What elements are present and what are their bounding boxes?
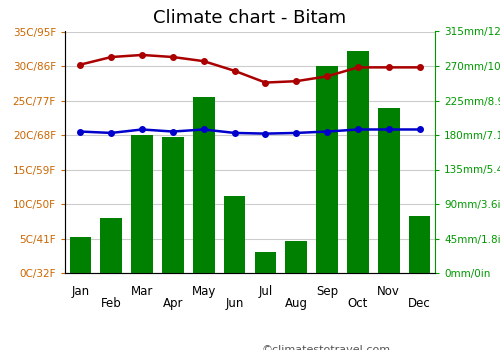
Text: Dec: Dec xyxy=(408,297,431,310)
Bar xyxy=(316,66,338,273)
Text: Aug: Aug xyxy=(285,297,308,310)
Title: Climate chart - Bitam: Climate chart - Bitam xyxy=(154,9,346,27)
Text: Feb: Feb xyxy=(101,297,121,310)
Text: Sep: Sep xyxy=(316,285,338,299)
Text: May: May xyxy=(192,285,216,299)
Text: Mar: Mar xyxy=(131,285,154,299)
Bar xyxy=(70,237,91,273)
Text: Oct: Oct xyxy=(348,297,368,310)
Bar xyxy=(224,196,246,273)
Text: Apr: Apr xyxy=(162,297,183,310)
Bar xyxy=(286,241,307,273)
Text: Jan: Jan xyxy=(72,285,90,299)
Text: Jul: Jul xyxy=(258,285,272,299)
Bar xyxy=(254,252,276,273)
Text: Nov: Nov xyxy=(378,285,400,299)
Text: ©climatestotravel.com: ©climatestotravel.com xyxy=(261,345,390,350)
Bar xyxy=(193,97,214,273)
Bar xyxy=(162,136,184,273)
Text: Jun: Jun xyxy=(226,297,244,310)
Bar xyxy=(409,216,430,273)
Bar xyxy=(132,135,153,273)
Bar xyxy=(378,108,400,273)
Bar xyxy=(347,51,368,273)
Bar xyxy=(100,218,122,273)
